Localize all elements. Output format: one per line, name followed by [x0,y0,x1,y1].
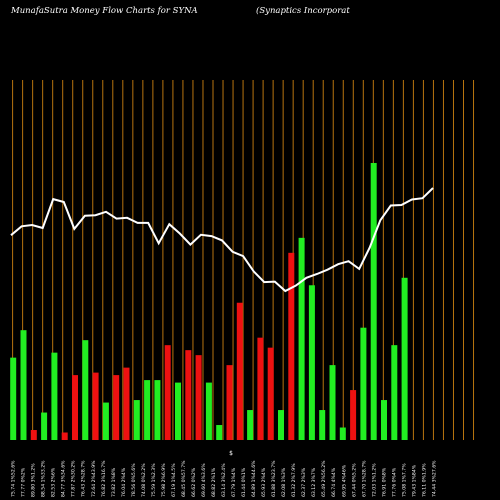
money-flow-bar [319,410,326,440]
money-flow-bar [185,350,192,440]
axis-label: $ [229,450,233,457]
money-flow-bar [133,400,140,440]
x-tick-label: 62.08 1%3% [281,467,287,497]
x-tick-label: 65.93 2%4% [261,467,267,497]
x-tick-label: 74.44 3%27.6% [431,460,437,497]
money-flow-bar [216,425,223,440]
x-tick-label: 76.04 2%4% [121,467,127,497]
money-flow-bar [113,375,120,440]
money-flow-bar [164,345,171,440]
x-tick-label: 63.12 3%7% [311,467,317,497]
x-tick-label: 61.88 3%23.7% [271,460,277,497]
x-tick-label: 62.37 2%3% [301,467,307,497]
money-flow-bar [205,382,212,440]
money-flow-bar [257,337,264,440]
x-tick-label: 77.87 2%30.2% [71,460,77,497]
money-flow-bar [20,330,27,440]
x-tick-label: 69.60 4%3.6% [201,463,207,497]
money-flow-bar [278,410,284,440]
money-flow-bar [247,410,254,440]
money-flow-bar [329,365,336,440]
x-tick-label: 77.77 0%2% [21,467,27,497]
x-tick-label: 75.08 1%7.7% [401,463,407,497]
money-flow-bar [288,252,295,440]
x-tick-label: 68.45 0%57.7% [181,460,187,497]
money-flow-bar [195,355,202,440]
money-flow-bar [72,375,78,440]
chart-title: MunafaSutra Money Flow Charts for SYNA [11,6,198,16]
money-flow-bar [82,340,89,440]
x-tick-label: 89.80 3%1.2% [31,463,37,497]
x-tick-label: 76.82 3%16.7% [101,460,107,497]
money-flow-bar [92,372,99,440]
money-flow-bar [30,430,37,440]
x-tick-label: 75.59 1%2.3% [151,463,157,497]
x-tick-labels: 75.74 1%52.6% 77.77 0%2% 89.80 3%1.2% 88.54… [11,460,438,497]
money-flow-bar [339,427,346,440]
x-tick-label: 65.49 2%56.2% [321,460,327,497]
x-tick-label: 64.89 1%44.6% [251,460,257,497]
x-tick-label: 61.32 2%7.9% [291,463,297,497]
x-tick-label: 82.53 2%6% [51,467,57,497]
x-tick-label: 72.64 2%43.9% [91,460,97,497]
money-flow-bar [370,162,377,440]
money-flow-bar [360,327,367,440]
money-flow-bar [401,277,408,440]
x-tick-label: 73.82 1%8% [111,467,117,497]
money-flow-bar [381,400,387,440]
x-tick-label: 67.70 1%28.7% [361,460,367,497]
money-flow-bar [391,345,398,440]
x-tick-label: 67.79 1%4% [231,467,237,497]
money-flow-bar [298,237,305,440]
price-line [10,187,434,293]
x-tick-label: 68.82 2%1% [211,467,217,497]
x-tick-label: 88.54 1%33.2% [41,460,47,497]
x-tick-label: 76.91 0%8% [381,467,387,497]
money-flow-bar [267,347,274,440]
x-tick-label: 63.14 3%2.4% [221,463,227,497]
x-tick-label: 84.77 3%34.6% [61,460,67,497]
x-tick-label: 79.43 1%84% [411,464,417,497]
x-tick-label: 74.08 0%2.2% [141,463,147,497]
grid-lines [12,80,475,440]
money-flow-bar [61,432,68,440]
money-flow-bar [236,302,243,440]
money-flow-bar [41,412,48,440]
chart-subtitle: (Synaptics Incorporat [256,6,350,16]
money-flow-bar [102,402,109,440]
money-flow-bar [154,380,161,440]
money-flow-bar [350,390,357,440]
x-tick-label: 72.03 1%1.2% [371,463,377,497]
x-tick-label: 66.74 4%4% [331,467,337,497]
x-tick-label: 77.76 0%4% [391,467,397,497]
money-flow-bar [175,382,181,440]
x-tick-label: 67.44 0%5.2% [351,463,357,497]
money-flow-bar [144,380,151,440]
x-tick-label: 75.98 2%6.9% [161,463,167,497]
x-tick-label: 61.44 0%1% [241,467,247,497]
money-flow-bar [226,365,233,440]
x-tick-label: 75.74 1%52.6% [11,460,17,497]
x-tick-label: 67.19 1%4.5% [171,463,177,497]
x-tick-label: 76.43 2%28.7% [81,460,87,497]
money-flow-bar [51,352,58,440]
money-flow-bars [10,162,408,440]
money-flow-bar [308,285,315,440]
x-tick-label: 76.11 0%1.9% [421,463,427,497]
money-flow-bar [10,357,17,440]
money-flow-bar [123,367,130,440]
x-tick-label: 78.56 0%5.6% [131,463,137,497]
x-tick-label: 69.95 4%46% [341,464,347,497]
x-tick-label: 66.62 0%2% [191,467,197,497]
